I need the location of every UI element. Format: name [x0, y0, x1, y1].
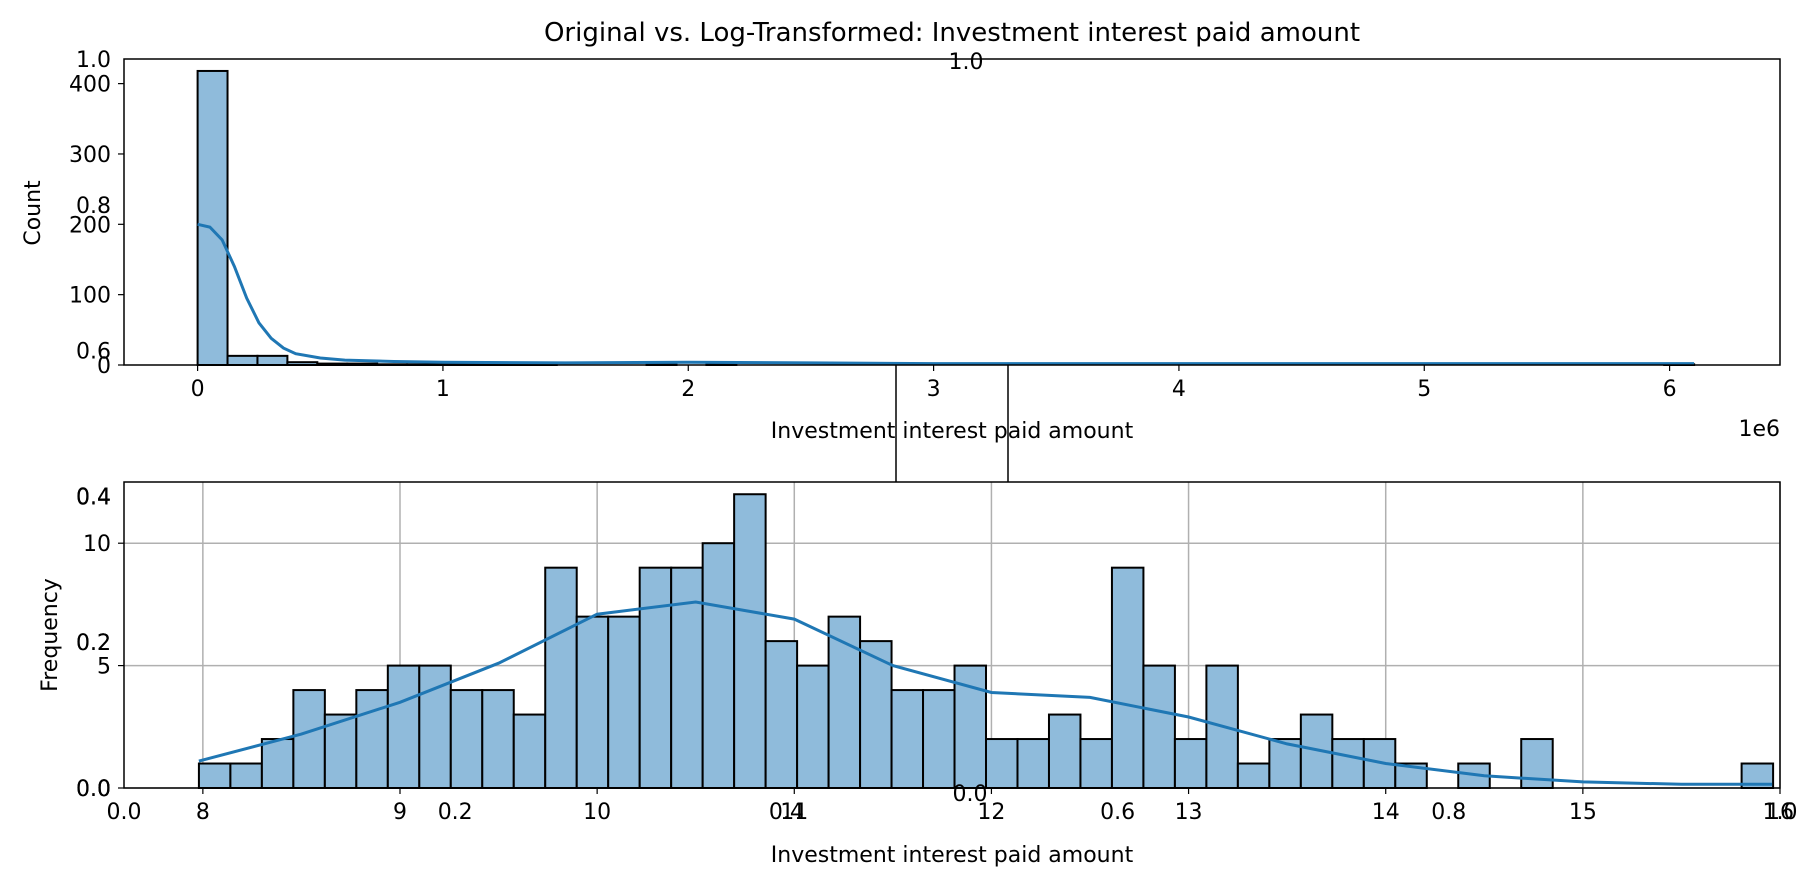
- histogram-bar: [260, 738, 295, 789]
- x-tick-label: 8: [196, 800, 210, 825]
- ghost-y-tick-label: 0.8: [76, 194, 111, 219]
- histogram-bar: [796, 664, 830, 789]
- histogram-bar: [575, 615, 610, 790]
- ghost-x-tick-label: 0.4: [769, 800, 804, 825]
- x-tick-label: 14: [1372, 800, 1400, 825]
- histogram-bar: [1173, 738, 1208, 789]
- bottom-y-axis-label: Frequency: [38, 578, 63, 692]
- x-tick-label: 15: [1569, 800, 1597, 825]
- top-x-ticks: 0 1 2 3 4 5 6: [191, 365, 1677, 402]
- top-x-offset-text: 1e6: [1738, 417, 1780, 442]
- ghost-y-tick-label: 0.0: [76, 777, 111, 802]
- ghost-y-tick-label: 0.2: [76, 631, 111, 656]
- histogram-bar: [292, 689, 326, 790]
- histogram-bar: [607, 615, 641, 790]
- chart-title: Original vs. Log-Transformed: Investment…: [544, 18, 1360, 48]
- x-tick-label: 11: [780, 800, 808, 825]
- histogram-bar: [418, 664, 452, 789]
- x-tick-label: 5: [1417, 377, 1431, 402]
- histogram-bar: [197, 762, 232, 790]
- histogram-bar: [449, 689, 484, 790]
- histogram-bar: [386, 664, 421, 789]
- top-kde-line: [197, 222, 1695, 366]
- y-tick-label: 0: [97, 777, 111, 802]
- histogram-bar: [764, 640, 799, 789]
- histogram-bar: [1047, 713, 1082, 789]
- y-tick-label: 0: [97, 354, 111, 379]
- x-tick-label: 10: [583, 800, 611, 825]
- top-y-axis-label: Count: [21, 180, 46, 246]
- histogram-bar: [701, 542, 736, 790]
- histogram-bar: [670, 566, 704, 789]
- histogram-bar: [226, 354, 259, 366]
- top-y-ticks: 0 100 200 300 400: [69, 73, 124, 379]
- histogram-bar: [355, 689, 389, 790]
- histogram-bar: [733, 493, 767, 789]
- ghost-x-tick-label: 0.6: [1100, 800, 1135, 825]
- top-histogram-panel: 0 1 2 3 4 5 6 0 100 200 300 400 Investment interes…: [21, 58, 1781, 444]
- histogram-bar: [1079, 738, 1113, 789]
- ghost-mid-y-tick-label: 0.4: [76, 485, 111, 510]
- histogram-bar: [481, 689, 515, 790]
- top-x-axis-label: Investment interest paid amount: [771, 419, 1134, 444]
- histogram-bar: [1110, 566, 1145, 789]
- ghost-y-tick-label: 0.4: [76, 485, 111, 510]
- ghost-center-label: 0.0: [953, 782, 988, 807]
- top-axes-frame: [123, 58, 1781, 366]
- x-tick-label: 1: [436, 377, 450, 402]
- ghost-axes: 1.0: [895, 50, 1009, 482]
- histogram-bar: [638, 566, 673, 789]
- ghost-x-tick-label: 0.2: [438, 800, 473, 825]
- ghost-x-tick-label: 0.0: [107, 800, 142, 825]
- y-tick-label: 100: [69, 284, 111, 309]
- ghost-mid-y-tick-label: 0.0: [76, 777, 111, 802]
- ghost-x-tick-label: 0.8: [1431, 800, 1466, 825]
- bottom-histogram-panel: 8 9 10 11 12 13 14 15 16 0 5 10 Investment interes…: [38, 481, 1794, 868]
- x-tick-label: 6: [1663, 377, 1677, 402]
- ghost-y-tick-label: 0.6: [76, 340, 111, 365]
- bottom-x-ticks: 8 9 10 11 12 13 14 15 16: [196, 788, 1794, 825]
- histogram-bar: [890, 689, 925, 790]
- x-tick-label: 2: [681, 377, 695, 402]
- x-tick-label: 16: [1766, 800, 1794, 825]
- bottom-kde-line: [198, 600, 1773, 786]
- bottom-x-axis-label: Investment interest paid amount: [771, 843, 1134, 868]
- ghost-mid-y-tick-label: 0.2: [76, 631, 111, 656]
- y-tick-label: 400: [69, 73, 111, 98]
- x-tick-label: 0: [191, 377, 205, 402]
- histogram-bar: [1236, 762, 1271, 790]
- histogram-bar: [1142, 664, 1176, 789]
- histogram-bar: [985, 738, 1019, 789]
- histogram-bar: [544, 566, 578, 789]
- ghost-top-mid-label: 1.0: [949, 50, 984, 75]
- y-tick-label: 200: [69, 213, 111, 238]
- histogram-bar: [1016, 738, 1050, 789]
- x-tick-label: 9: [393, 800, 407, 825]
- x-tick-label: 3: [927, 377, 941, 402]
- bottom-y-ticks: 0 5 10: [83, 532, 124, 802]
- ghost-x-tick-label: 1.0: [1763, 800, 1798, 825]
- x-tick-label: 12: [977, 800, 1005, 825]
- histogram-bar: [256, 354, 289, 366]
- histogram-bar: [1331, 738, 1365, 789]
- histogram-bar: [512, 713, 547, 789]
- y-tick-label: 10: [83, 532, 111, 557]
- ghost-tick-labels: 0.00.20.40.60.81.00.0 0.2 0.4 0.6 0.8 1.00.00…: [76, 48, 1798, 825]
- y-tick-label: 300: [69, 143, 111, 168]
- bottom-axes-frame: [123, 481, 1781, 789]
- bottom-histogram-bars: [197, 493, 1775, 790]
- ghost-y-tick-label: 1.0: [76, 48, 111, 73]
- histogram-bar: [196, 69, 229, 366]
- x-tick-label: 13: [1175, 800, 1203, 825]
- histogram-bar: [922, 689, 956, 790]
- x-tick-label: 4: [1172, 377, 1186, 402]
- y-tick-label: 5: [97, 655, 111, 680]
- histogram-bar: [229, 762, 263, 790]
